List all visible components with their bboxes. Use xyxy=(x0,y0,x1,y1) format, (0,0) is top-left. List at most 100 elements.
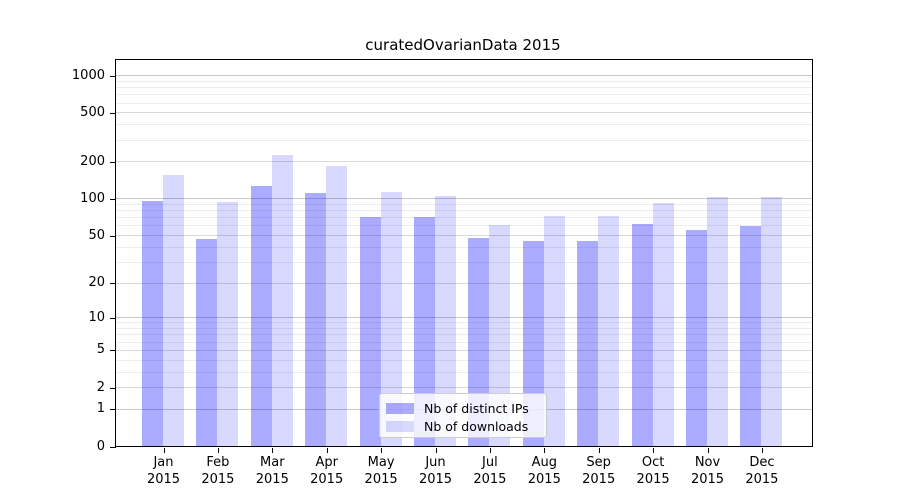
x-tick-label: Jan 2015 xyxy=(146,455,181,487)
bar-distinct-ips-apr xyxy=(305,193,327,446)
minor-gridline xyxy=(116,139,812,141)
minor-gridline xyxy=(116,322,812,324)
legend-swatch-downloads xyxy=(386,420,414,432)
major-gridline xyxy=(116,198,812,200)
bar-downloads-jun xyxy=(435,195,456,446)
chart-title: curatedOvarianData 2015 xyxy=(365,36,561,54)
bar-downloads-dec xyxy=(761,197,783,446)
major-gridline xyxy=(116,161,812,163)
major-gridline xyxy=(116,75,812,77)
bar-downloads-feb xyxy=(217,202,239,446)
minor-gridline xyxy=(116,246,812,248)
plot-area xyxy=(115,59,813,447)
x-tick-label: Jul 2015 xyxy=(473,455,507,487)
y-tick-label: 0 xyxy=(96,438,105,454)
bar-downloads-apr xyxy=(326,165,348,446)
minor-gridline xyxy=(116,334,812,336)
bar-distinct-ips-jun xyxy=(414,217,435,446)
bar-downloads-jul xyxy=(489,224,511,446)
x-tick xyxy=(381,448,383,453)
y-tick xyxy=(110,235,116,237)
x-tick xyxy=(761,448,763,453)
bar-distinct-ips-may xyxy=(359,217,381,446)
y-tick-label: 20 xyxy=(88,275,105,291)
x-tick-label: Apr 2015 xyxy=(310,455,344,487)
bar-distinct-ips-feb xyxy=(196,239,218,446)
minor-gridline xyxy=(116,359,812,361)
y-tick-label: 2 xyxy=(96,379,105,395)
legend-item-distinct-ips: Nb of distinct IPs xyxy=(386,399,538,417)
x-tick xyxy=(163,448,165,453)
bar-distinct-ips-sep xyxy=(577,240,599,446)
minor-gridline xyxy=(116,328,812,330)
bar-downloads-may xyxy=(380,191,402,446)
y-tick xyxy=(110,387,116,389)
minor-gridline xyxy=(116,87,812,89)
legend-item-downloads: Nb of downloads xyxy=(386,417,538,435)
x-tick-label: Dec 2015 xyxy=(745,455,779,487)
minor-gridline xyxy=(116,261,812,263)
minor-gridline xyxy=(116,371,812,373)
x-tick-label: Nov 2015 xyxy=(690,455,725,487)
y-tick-label: 1000 xyxy=(71,67,105,83)
minor-gridline xyxy=(116,80,812,82)
minor-gridline xyxy=(116,217,812,219)
x-tick xyxy=(326,448,328,453)
x-tick xyxy=(653,448,655,453)
x-tick xyxy=(272,448,274,453)
legend-swatch-distinct-ips xyxy=(386,402,414,414)
legend-label-distinct-ips: Nb of distinct IPs xyxy=(424,400,529,416)
bar-downloads-nov xyxy=(707,197,728,446)
x-tick xyxy=(707,448,709,453)
x-tick-label: May 2015 xyxy=(364,455,398,487)
minor-gridline xyxy=(116,124,812,126)
major-gridline xyxy=(116,112,812,114)
y-tick-label: 5 xyxy=(96,342,105,358)
x-tick-label: Jun 2015 xyxy=(418,455,453,487)
bar-downloads-jan xyxy=(163,175,184,446)
minor-gridline xyxy=(116,341,812,343)
x-tick xyxy=(489,448,491,453)
y-tick xyxy=(110,75,116,77)
minor-gridline xyxy=(116,210,812,212)
legend: Nb of distinct IPs Nb of downloads xyxy=(379,393,547,438)
x-tick-label: Sep 2015 xyxy=(582,455,616,487)
x-tick-label: Aug 2015 xyxy=(527,455,561,487)
x-tick xyxy=(544,448,546,453)
y-tick xyxy=(110,409,116,411)
major-gridline xyxy=(116,349,812,351)
bar-downloads-oct xyxy=(652,203,674,446)
y-tick xyxy=(110,161,116,163)
major-gridline xyxy=(116,235,812,237)
bar-distinct-ips-mar xyxy=(250,186,272,446)
y-tick-label: 1 xyxy=(96,401,105,417)
y-tick-label: 50 xyxy=(88,227,105,243)
bar-distinct-ips-dec xyxy=(740,226,762,446)
minor-gridline xyxy=(116,102,812,104)
minor-gridline xyxy=(116,225,812,227)
x-tick-label: Mar 2015 xyxy=(255,455,289,487)
y-tick-label: 500 xyxy=(80,104,105,120)
x-tick-label: Feb 2015 xyxy=(201,455,235,487)
bar-downloads-sep xyxy=(598,215,620,446)
bar-downloads-mar xyxy=(271,155,293,446)
y-tick xyxy=(110,112,116,114)
x-tick xyxy=(435,448,437,453)
y-tick-label: 200 xyxy=(80,153,105,169)
x-tick xyxy=(217,448,219,453)
major-gridline xyxy=(116,282,812,284)
bar-downloads-aug xyxy=(543,215,565,446)
y-tick xyxy=(110,283,116,285)
major-gridline xyxy=(116,317,812,319)
legend-label-downloads: Nb of downloads xyxy=(424,418,529,434)
y-tick xyxy=(110,317,116,319)
x-tick xyxy=(598,448,600,453)
y-tick xyxy=(110,350,116,352)
bar-distinct-ips-jan xyxy=(142,201,163,446)
y-tick xyxy=(110,446,116,448)
y-tick-label: 100 xyxy=(80,190,105,206)
minor-gridline xyxy=(116,203,812,205)
major-gridline xyxy=(116,387,812,389)
minor-gridline xyxy=(116,94,812,96)
